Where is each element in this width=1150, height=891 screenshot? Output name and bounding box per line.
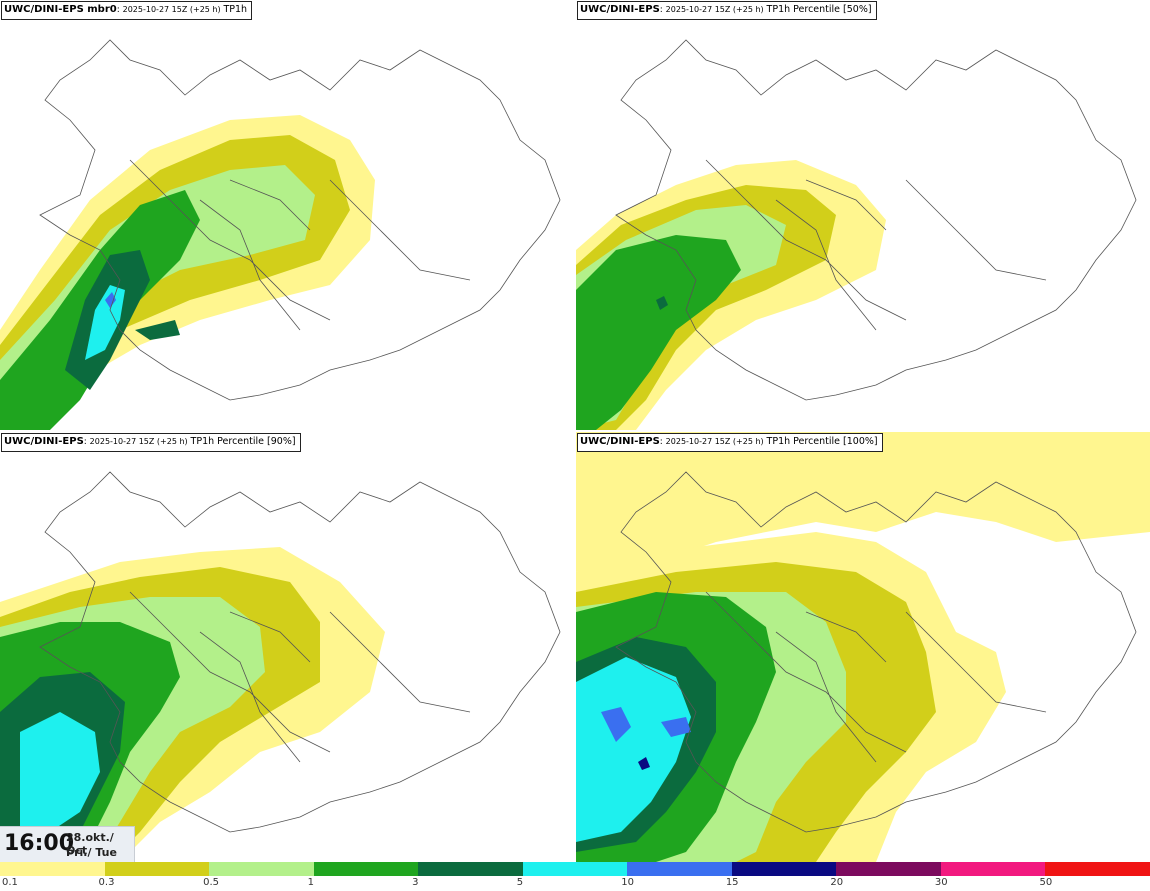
precipitation-map-p90 — [0, 471, 561, 862]
run-label: 2025-10-27 15Z (+25 h) — [665, 5, 764, 14]
param-label: TP1h — [223, 4, 248, 15]
param-label: TP1h Percentile [50%] — [766, 4, 872, 15]
colorbar-segment — [627, 862, 733, 876]
colorbar-tick-label: 5 — [516, 877, 524, 888]
model-label: UWC/DINI-EPS mbr0 — [4, 4, 117, 15]
colorbar-segment — [836, 862, 942, 876]
precipitation-colorbar — [0, 862, 1150, 876]
panel-title: UWC/DINI-EPS: 2025-10-27 15Z (+25 h) TP1… — [1, 433, 301, 452]
valid-weekday: Þri./ Tue — [66, 846, 117, 859]
run-label: 2025-10-27 15Z (+25 h) — [122, 5, 221, 14]
colorbar-segment — [418, 862, 524, 876]
precipitation-map-p50 — [576, 39, 1137, 430]
colorbar-segment — [313, 862, 419, 876]
model-label: UWC/DINI-EPS — [580, 4, 660, 15]
colorbar-tick-label: 50 — [1039, 877, 1053, 888]
panel-title: UWC/DINI-EPS: 2025-10-27 15Z (+25 h) TP1… — [577, 433, 883, 452]
colorbar-segment — [0, 862, 106, 876]
model-label: UWC/DINI-EPS — [580, 436, 660, 447]
run-label: 2025-10-27 15Z (+25 h) — [665, 437, 764, 446]
valid-time: 16:00 — [4, 831, 75, 856]
colorbar-tick-label: 3 — [412, 877, 419, 888]
colorbar-tick-label: 0.5 — [203, 877, 219, 888]
colorbar-segment — [104, 862, 210, 876]
colorbar-segment — [209, 862, 315, 876]
valid-date: 28.okt./ Oct — [66, 831, 114, 857]
map-panel-p50: UWC/DINI-EPS: 2025-10-27 15Z (+25 h) TP1… — [576, 0, 1150, 430]
run-label: 2025-10-27 15Z (+25 h) — [89, 437, 188, 446]
colorbar-segment — [1045, 862, 1150, 876]
panel-title: UWC/DINI-EPS mbr0: 2025-10-27 15Z (+25 h… — [1, 1, 253, 20]
model-label: UWC/DINI-EPS — [4, 436, 84, 447]
panel-title: UWC/DINI-EPS: 2025-10-27 15Z (+25 h) TP1… — [577, 1, 877, 20]
colorbar-segment — [940, 862, 1046, 876]
colorbar-segment — [522, 862, 628, 876]
colorbar-tick-label: 20 — [830, 877, 844, 888]
map-panel-member0: UWC/DINI-EPS mbr0: 2025-10-27 15Z (+25 h… — [0, 0, 574, 430]
colorbar-tick-label: 0.1 — [2, 877, 18, 888]
colorbar-tick-label: 1 — [307, 877, 314, 888]
valid-time-box: 16:00 28.okt./ Oct Þri./ Tue — [0, 826, 135, 863]
map-panel-p100: UWC/DINI-EPS: 2025-10-27 15Z (+25 h) TP1… — [576, 432, 1150, 862]
map-panel-p90: UWC/DINI-EPS: 2025-10-27 15Z (+25 h) TP1… — [0, 432, 574, 862]
colorbar-tick-label: 10 — [621, 877, 634, 888]
colorbar-tick-label: 15 — [725, 877, 739, 888]
precipitation-map-member0 — [0, 39, 561, 430]
param-label: TP1h Percentile [90%] — [190, 436, 296, 447]
param-label: TP1h Percentile [100%] — [766, 436, 878, 447]
colorbar-tick-labels: 0.1 0.3 0.5 1 3 5 10 15 20 30 50 — [0, 876, 1150, 891]
panel-divider-horizontal — [0, 430, 1150, 432]
colorbar-tick-label: 30 — [934, 877, 948, 888]
precipitation-map-p100 — [576, 432, 1150, 862]
colorbar-segment — [731, 862, 837, 876]
colorbar-tick-label: 0.3 — [98, 877, 115, 888]
